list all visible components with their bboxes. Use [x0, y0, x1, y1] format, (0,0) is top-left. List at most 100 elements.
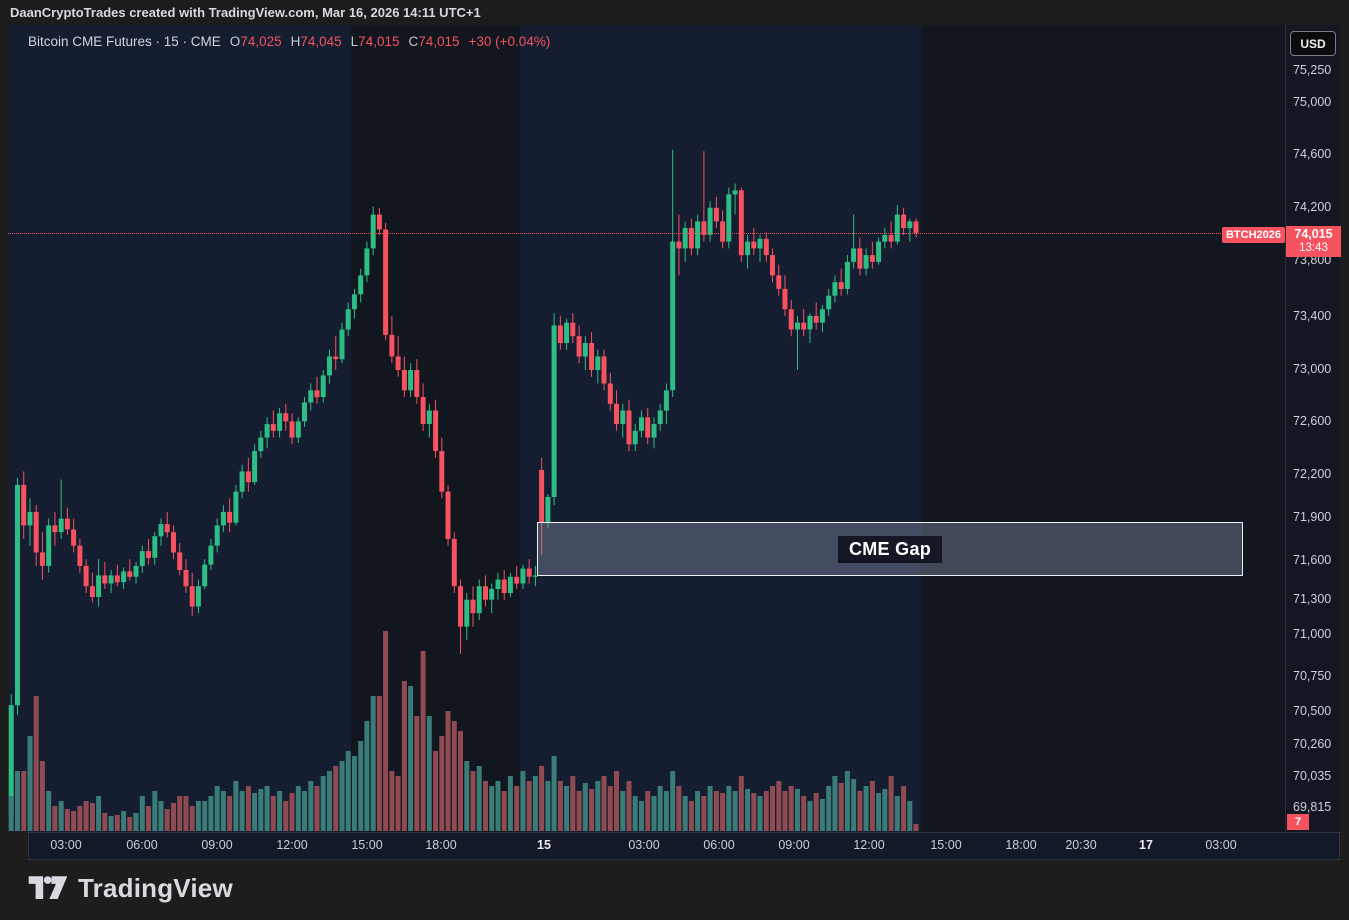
volume-bar: [819, 799, 825, 831]
candle: [77, 545, 83, 566]
candle: [289, 421, 295, 438]
price-axis-label: 70,260: [1293, 737, 1332, 751]
time-axis-label: 18:00: [1005, 838, 1037, 852]
volume-bar: [813, 793, 819, 831]
volume-bar: [383, 631, 389, 831]
candle: [464, 599, 470, 627]
volume-bar: [395, 776, 401, 831]
volume-bar: [345, 751, 351, 831]
candle: [913, 221, 919, 233]
candle: [139, 551, 145, 566]
volume-bar: [177, 796, 183, 831]
price-axis-label: 71,300: [1293, 592, 1332, 606]
chart-pane[interactable]: CME Gap Bitcoin CME Futures · 15 · CME O7…: [8, 25, 1285, 832]
volume-bar: [551, 756, 557, 831]
candle: [607, 383, 613, 404]
volume-bar: [776, 781, 782, 831]
time-axis[interactable]: 03:00 06:00 09:00 12:00 15:00 18:00 15 03:00 06:…: [28, 832, 1340, 860]
candle: [869, 255, 875, 262]
time-axis-label: 20:30: [1065, 838, 1097, 852]
candle: [8, 705, 14, 816]
candle: [701, 221, 707, 235]
time-axis-label: 09:00: [778, 838, 810, 852]
volume-bar: [751, 793, 757, 831]
ohlc-values: O74,025 H74,045 L74,015 C74,015: [221, 34, 460, 49]
candle: [414, 370, 420, 397]
candle: [320, 375, 326, 397]
candle: [489, 588, 495, 600]
candle: [439, 451, 445, 492]
volume-bar: [645, 791, 651, 831]
cme-gap-box[interactable]: CME Gap: [537, 522, 1243, 576]
candle: [476, 586, 482, 614]
volume-bar: [857, 791, 863, 831]
change-value: +30 (+0.04%): [468, 34, 551, 49]
price-line-symbol-badge: BTCH2026: [1222, 227, 1285, 243]
candle: [564, 322, 570, 343]
candle: [795, 322, 800, 330]
candle: [21, 484, 27, 526]
volume-bar: [888, 776, 894, 831]
price-axis-label: 70,750: [1293, 669, 1332, 683]
volume-bar: [470, 771, 476, 831]
candle: [121, 571, 127, 583]
candle: [639, 417, 644, 431]
candle: [589, 343, 595, 370]
candle: [314, 390, 320, 398]
volume-bar: [152, 791, 158, 831]
candle: [645, 417, 651, 438]
candle: [826, 295, 832, 310]
candle: [71, 529, 77, 546]
time-axis-label: 17: [1139, 838, 1153, 852]
volume-bar: [339, 761, 345, 831]
attribution-bar: DaanCryptoTrades created with TradingVie…: [0, 0, 1349, 25]
price-axis-label: 75,250: [1293, 63, 1332, 77]
currency-toggle-button[interactable]: USD: [1290, 31, 1336, 56]
volume-bar: [663, 791, 669, 831]
volume-bar: [701, 796, 707, 831]
attribution-text: DaanCryptoTrades created with TradingVie…: [10, 5, 481, 20]
candle: [901, 214, 907, 229]
time-axis-label: 12:00: [853, 838, 885, 852]
price-axis-label: 74,600: [1293, 147, 1332, 161]
volume-bar: [127, 817, 133, 831]
volume-bar: [682, 796, 688, 831]
volume-bar: [133, 813, 139, 831]
price-axis[interactable]: USD 75,250 75,000 74,600 74,200 73,800 73,400…: [1285, 25, 1341, 832]
volume-bar: [308, 781, 314, 831]
session-band: [520, 25, 921, 832]
volume-bar: [576, 791, 582, 831]
candle: [807, 315, 813, 330]
price-axis-label: 70,035: [1293, 769, 1332, 783]
candle: [376, 214, 382, 230]
price-axis-label: 71,000: [1293, 627, 1332, 641]
candle: [863, 255, 869, 269]
candle: [108, 575, 114, 584]
candle: [576, 336, 582, 357]
volume-bar: [726, 786, 732, 831]
volume-bar: [83, 801, 89, 831]
volume-bar: [139, 796, 145, 831]
volume-bar: [901, 786, 907, 831]
candle: [164, 524, 170, 533]
time-axis-label: 06:00: [703, 838, 735, 852]
volume-bar: [114, 815, 120, 831]
volume-bar: [102, 813, 108, 831]
candle: [46, 525, 52, 566]
candle: [152, 536, 158, 558]
candle: [146, 551, 151, 558]
volume-bar: [526, 781, 532, 831]
volume-bar: [564, 786, 570, 831]
candle: [395, 356, 401, 370]
candle: [726, 194, 732, 242]
candle: [876, 241, 882, 262]
last-volume-badge: 7: [1287, 814, 1309, 830]
volume-bar: [439, 736, 445, 831]
volume-bar: [252, 793, 258, 831]
volume-bar: [876, 793, 882, 831]
volume-bar: [738, 776, 744, 831]
candle: [308, 390, 314, 403]
candle: [445, 491, 451, 539]
candle: [295, 421, 301, 438]
candle: [632, 430, 638, 445]
